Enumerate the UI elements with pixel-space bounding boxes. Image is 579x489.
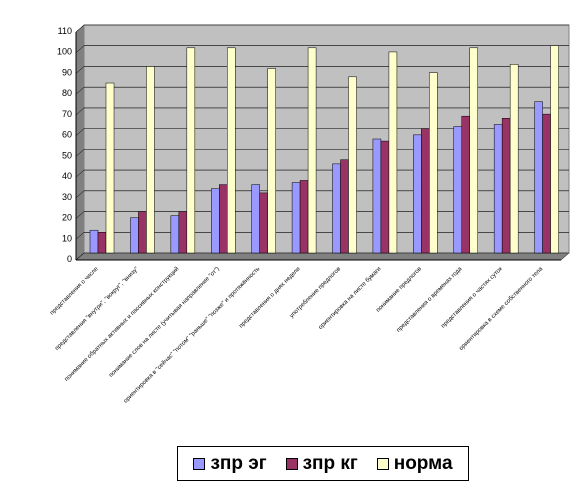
bar [332, 163, 341, 254]
gridline-depth [75, 149, 85, 157]
y-tick-label: 60 [62, 130, 72, 140]
bar [380, 140, 390, 254]
bar [227, 47, 236, 254]
gridline-depth [75, 211, 85, 219]
y-tick-label: 100 [57, 47, 72, 57]
legend-item-series-2: зпр кг [285, 452, 358, 475]
gridline-depth [75, 24, 85, 33]
legend-label-series-1: зпр эг [210, 452, 267, 474]
legend-label-series-2: зпр кг [302, 452, 358, 474]
bar [170, 215, 180, 254]
bar [340, 159, 349, 254]
bar [146, 66, 155, 254]
bar [501, 118, 511, 254]
gridline-depth [75, 232, 85, 240]
bar [105, 82, 115, 254]
x-category-label: ориентировка в "сейчас" "потом" "раньше"… [122, 265, 261, 404]
legend-swatch-series-1 [193, 457, 206, 470]
y-tick-label: 0 [67, 254, 72, 264]
x-category-label: понимание предлогов [375, 266, 422, 313]
bar [267, 68, 276, 254]
plot-area [83, 24, 570, 254]
y-tick-label: 90 [62, 67, 72, 77]
bar [534, 101, 543, 254]
bar [307, 47, 317, 254]
bar [259, 192, 268, 254]
bar [186, 47, 196, 254]
x-category-label: представления о временах года [396, 266, 464, 334]
bar [461, 115, 470, 254]
y-tick-label: 70 [62, 109, 72, 119]
y-tick-label: 30 [62, 192, 72, 202]
bar [211, 188, 220, 254]
bar [89, 229, 99, 254]
gridline-depth [75, 252, 85, 261]
x-category-label: представления "внутри", "вокруг", "внизу… [54, 266, 140, 352]
bar [453, 126, 462, 254]
bar [421, 128, 430, 254]
bar [429, 72, 438, 254]
gridline-depth [75, 66, 85, 74]
bar [469, 47, 478, 254]
bar [299, 180, 309, 254]
y-tick-label: 10 [62, 233, 72, 243]
legend-swatch-series-2 [285, 457, 298, 470]
bar [542, 113, 551, 254]
plot-floor [75, 252, 570, 261]
bar [413, 134, 422, 254]
plot-side-wall [75, 24, 85, 261]
bar [348, 76, 357, 254]
bar [372, 138, 382, 254]
bar [388, 51, 398, 254]
bar [138, 211, 147, 254]
x-category-label: ориентировка в схеме собственного тела [458, 266, 544, 352]
legend: зпр эг зпр кг норма [177, 446, 469, 481]
gridline-depth [75, 169, 85, 178]
bar [219, 184, 228, 254]
bar [251, 184, 260, 254]
bar [509, 64, 519, 254]
y-tick-label: 40 [62, 171, 72, 181]
y-tick-label: 80 [62, 88, 72, 98]
legend-label-series-3: норма [393, 452, 453, 474]
gridline-depth [75, 86, 85, 95]
y-tick-label: 50 [62, 150, 72, 160]
gridline-depth [75, 45, 85, 53]
bar [291, 182, 301, 254]
gridline-depth [75, 190, 85, 199]
gridline-depth [75, 128, 85, 136]
y-tick-label: 110 [58, 26, 72, 36]
y-tick-label: 20 [62, 213, 72, 223]
legend-item-series-1: зпр эг [193, 452, 267, 475]
bar [178, 211, 188, 254]
bar [97, 232, 107, 254]
bar [130, 217, 139, 254]
legend-item-series-3: норма [376, 452, 453, 475]
bar [550, 45, 559, 254]
legend-swatch-series-3 [376, 457, 389, 470]
bar [493, 124, 503, 254]
gridline-depth [75, 107, 85, 116]
